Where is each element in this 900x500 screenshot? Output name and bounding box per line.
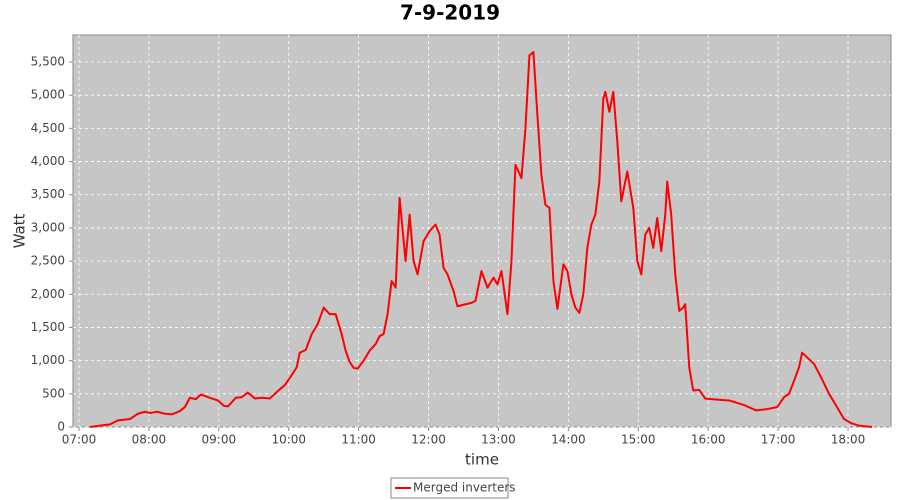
- y-tick-label: 500: [42, 386, 65, 400]
- x-tick-label: 15:00: [621, 433, 656, 447]
- plot-area: [72, 34, 892, 428]
- x-tick-label: 08:00: [132, 433, 167, 447]
- x-tick-label: 13:00: [481, 433, 516, 447]
- data-line: [89, 51, 873, 428]
- y-tick-label: 3,000: [31, 220, 65, 234]
- y-tick-label: 4,000: [31, 154, 65, 168]
- x-tick-label: 12:00: [411, 433, 446, 447]
- y-tick-label: 0: [57, 420, 65, 434]
- x-tick-label: 17:00: [761, 433, 796, 447]
- y-tick-label: 2,000: [31, 287, 65, 301]
- legend-label: Merged inverters: [413, 481, 516, 495]
- y-axis-label: Watt: [11, 213, 29, 248]
- y-tick-label: 1,500: [31, 320, 65, 334]
- x-tick-label: 10:00: [271, 433, 306, 447]
- x-tick-label: 18:00: [831, 433, 866, 447]
- x-tick-label: 07:00: [62, 433, 97, 447]
- y-tick-label: 1,000: [31, 353, 65, 367]
- y-tick-label: 5,500: [31, 55, 65, 69]
- y-tick-label: 3,500: [31, 187, 65, 201]
- x-tick-label: 14:00: [551, 433, 586, 447]
- y-tick-label: 5,000: [31, 88, 65, 102]
- x-tick-label: 11:00: [341, 433, 376, 447]
- y-tick-label: 2,500: [31, 254, 65, 268]
- x-tick-label: 09:00: [202, 433, 237, 447]
- x-axis-label: time: [465, 451, 499, 469]
- chart-title: 7-9-2019: [400, 1, 500, 25]
- y-tick-label: 4,500: [31, 121, 65, 135]
- x-tick-label: 16:00: [691, 433, 726, 447]
- legend-box: [390, 477, 509, 499]
